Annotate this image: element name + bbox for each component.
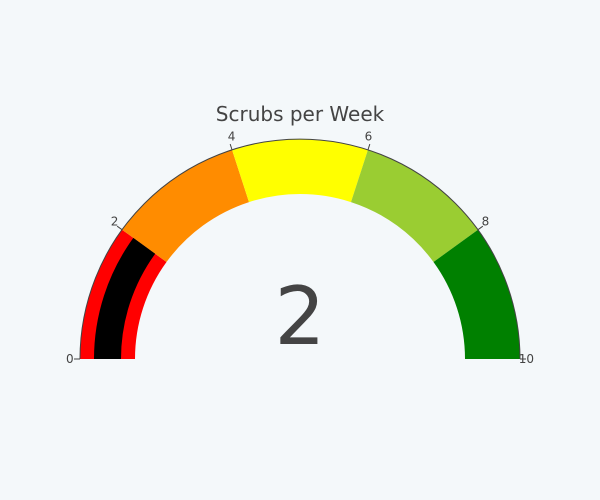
gauge-tick-label: 6 xyxy=(365,129,373,143)
gauge-tick-label: 4 xyxy=(228,129,236,143)
gauge-value-bar-group xyxy=(94,237,156,359)
gauge-tick-label: 0 xyxy=(66,352,74,366)
chart-title: Scrubs per Week xyxy=(216,102,385,126)
gauge-tick-label: 2 xyxy=(111,214,119,228)
gauge-tick-label: 8 xyxy=(482,214,490,228)
gauge-band xyxy=(433,229,520,359)
gauge-tick-label: 10 xyxy=(519,352,534,366)
gauge-value-bar xyxy=(94,237,156,359)
gauge-tick xyxy=(229,143,233,150)
gauge-value: 2 xyxy=(275,270,326,363)
gauge-band xyxy=(122,149,250,263)
gauge-band xyxy=(232,139,368,203)
gauge-tick xyxy=(367,143,371,150)
gauge-outline xyxy=(79,138,521,360)
gauge-band xyxy=(350,149,478,263)
gauge-ticks: 0 2 4 6 8 10 xyxy=(66,129,534,366)
gauge-tick xyxy=(477,225,484,231)
gauge-tick xyxy=(116,225,123,231)
